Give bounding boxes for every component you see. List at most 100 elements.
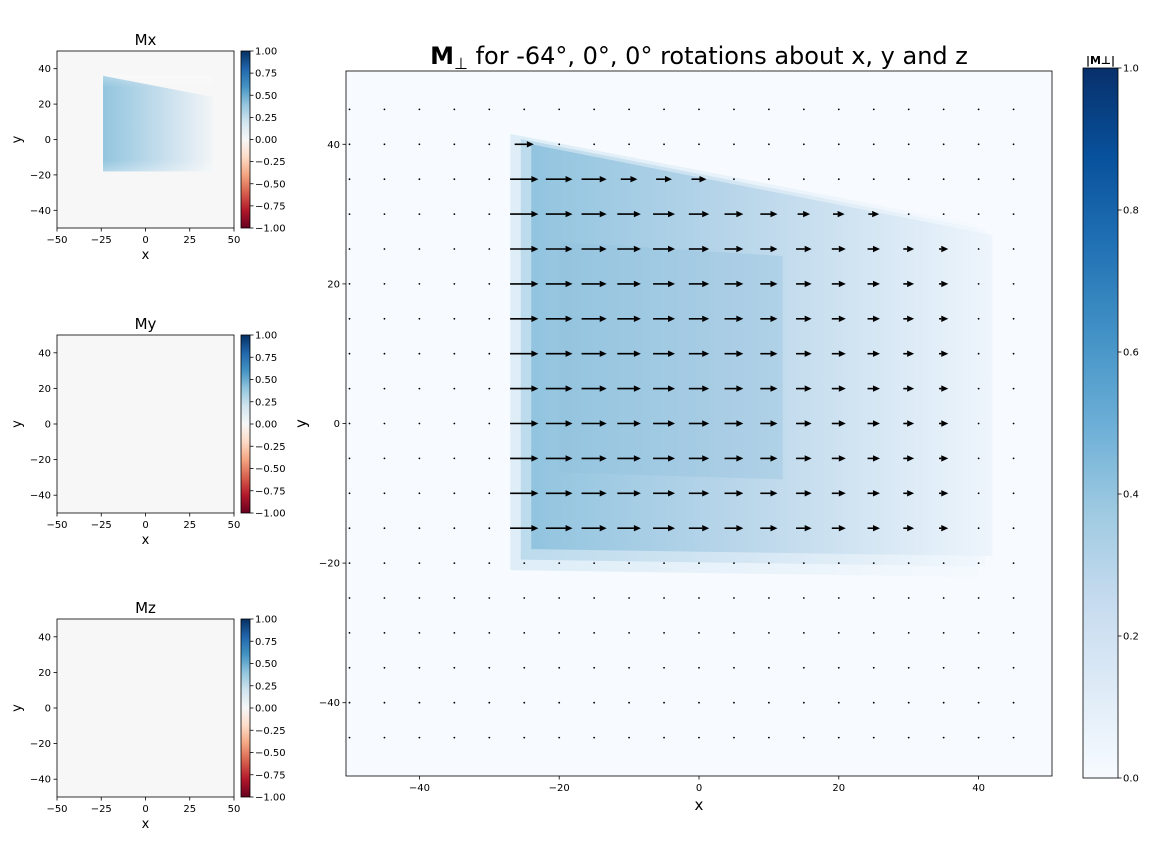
quiver-arrow-head bbox=[838, 350, 846, 357]
quiver-dot bbox=[698, 143, 700, 146]
quiver-dot bbox=[383, 492, 386, 495]
quiver-dot bbox=[872, 701, 875, 704]
quiver-arrow-head bbox=[941, 455, 949, 462]
mz-colorbar-tick-label: 1.00 bbox=[255, 615, 277, 626]
quiver-arrow-head bbox=[838, 280, 846, 288]
quiver-arrow-head bbox=[668, 315, 676, 322]
quiver-arrow-head bbox=[565, 245, 573, 253]
quiver-arrow-head bbox=[838, 245, 846, 253]
quiver-dot bbox=[558, 701, 561, 704]
mz-ytick-label: 0 bbox=[45, 704, 51, 715]
quiver-dot bbox=[977, 562, 980, 565]
mx-colorbar-tick-label: −0.75 bbox=[255, 201, 286, 212]
quiver-arrow-head bbox=[702, 490, 710, 497]
quiver-arrow-head bbox=[872, 315, 880, 322]
quiver-arrow-head bbox=[770, 315, 778, 322]
quiver-dot bbox=[663, 562, 665, 565]
quiver-dot bbox=[768, 701, 770, 704]
quiver-arrow-head bbox=[736, 385, 744, 392]
quiver-arrow-head bbox=[804, 280, 812, 288]
quiver-arrow-head bbox=[736, 210, 744, 218]
quiver-dot bbox=[907, 666, 910, 669]
quiver-dot bbox=[453, 248, 456, 250]
quiver-arrow-head bbox=[907, 490, 915, 497]
quiver-dot bbox=[698, 108, 700, 111]
quiver-arrow-head bbox=[633, 455, 641, 462]
quiver-arrow-head bbox=[531, 210, 539, 218]
quiver-dot bbox=[1012, 736, 1015, 739]
quiver-dot bbox=[488, 422, 491, 425]
quiver-dot bbox=[348, 457, 351, 460]
quiver-dot bbox=[628, 736, 630, 739]
quiver-dot bbox=[453, 492, 456, 495]
quiver-dot bbox=[488, 143, 491, 146]
quiver-dot bbox=[348, 178, 351, 181]
quiver-dot bbox=[872, 108, 875, 111]
mx-ylabel: y bbox=[10, 135, 25, 143]
quiver-arrow-head bbox=[599, 350, 607, 357]
quiver-dot bbox=[383, 213, 386, 215]
quiver-dot bbox=[907, 632, 910, 634]
quiver-dot bbox=[348, 213, 351, 215]
quiver-arrow-head bbox=[599, 210, 607, 218]
quiver-dot bbox=[558, 736, 561, 739]
quiver-arrow-head bbox=[526, 141, 534, 148]
mx-colorbar-tick-label: 0.75 bbox=[255, 69, 277, 80]
quiver-arrow-head bbox=[804, 315, 812, 322]
my-xlabel: x bbox=[142, 533, 150, 548]
quiver-dot bbox=[942, 666, 945, 669]
mx-subplot: −50 −25 0 25 50 −40 −20 0 20 40 x y Mx 1.00 0.75 0.50 0.… bbox=[10, 31, 286, 263]
quiver-arrow-head bbox=[770, 280, 778, 288]
quiver-dot bbox=[907, 597, 910, 599]
quiver-arrow-head bbox=[668, 455, 676, 462]
my-xtick-label: 25 bbox=[183, 520, 196, 531]
mperp-ytick-label: 20 bbox=[327, 279, 340, 290]
quiver-dot bbox=[453, 282, 456, 285]
quiver-dot bbox=[488, 597, 491, 599]
mperp-colorbar-tick-label: 0.0 bbox=[1123, 774, 1139, 785]
quiver-dot bbox=[488, 248, 491, 250]
quiver-dot bbox=[558, 108, 561, 111]
quiver-arrow-head bbox=[565, 525, 573, 532]
quiver-arrow-head bbox=[770, 455, 778, 462]
quiver-arrow-head bbox=[531, 385, 539, 392]
quiver-dot bbox=[488, 632, 491, 634]
quiver-dot bbox=[733, 178, 735, 181]
quiver-arrow-head bbox=[872, 490, 880, 497]
quiver-dot bbox=[1012, 597, 1015, 599]
quiver-dot bbox=[418, 317, 421, 320]
quiver-arrow-head bbox=[668, 210, 676, 218]
quiver-dot bbox=[628, 666, 630, 669]
mperp-colorbar-tick-label: 0.4 bbox=[1123, 490, 1139, 501]
my-ytick-label: 20 bbox=[38, 384, 51, 395]
quiver-arrow-head bbox=[907, 280, 915, 288]
quiver-arrow-head bbox=[702, 210, 710, 218]
quiver-arrow-head bbox=[770, 210, 778, 218]
my-xtick-label: 0 bbox=[142, 520, 148, 531]
quiver-dot bbox=[418, 736, 421, 739]
my-ylabel: y bbox=[10, 420, 25, 428]
quiver-dot bbox=[837, 701, 840, 704]
quiver-dot bbox=[628, 143, 630, 146]
quiver-dot bbox=[383, 178, 386, 181]
quiver-arrow-head bbox=[907, 455, 915, 462]
mperp-xtick-label: −20 bbox=[549, 783, 570, 794]
quiver-dot bbox=[348, 143, 351, 146]
quiver-dot bbox=[383, 701, 386, 704]
quiver-arrow-head bbox=[702, 350, 710, 357]
quiver-arrow-head bbox=[907, 525, 915, 532]
mperp-title: M⊥ for -64°, 0°, 0° rotations about x, y… bbox=[430, 42, 968, 73]
mx-region-edge bbox=[100, 75, 213, 172]
quiver-dot bbox=[383, 457, 386, 460]
quiver-arrow-head bbox=[565, 385, 573, 392]
quiver-dot bbox=[453, 213, 456, 215]
quiver-dot bbox=[802, 701, 805, 704]
quiver-dot bbox=[558, 562, 561, 565]
my-ytick-label: −20 bbox=[30, 455, 51, 466]
quiver-arrow-head bbox=[633, 525, 641, 532]
quiver-arrow-head bbox=[736, 245, 744, 253]
my-ytick-label: −40 bbox=[30, 491, 51, 502]
quiver-dot bbox=[802, 632, 805, 634]
quiver-dot bbox=[1012, 248, 1015, 250]
quiver-arrow-head bbox=[872, 525, 880, 532]
